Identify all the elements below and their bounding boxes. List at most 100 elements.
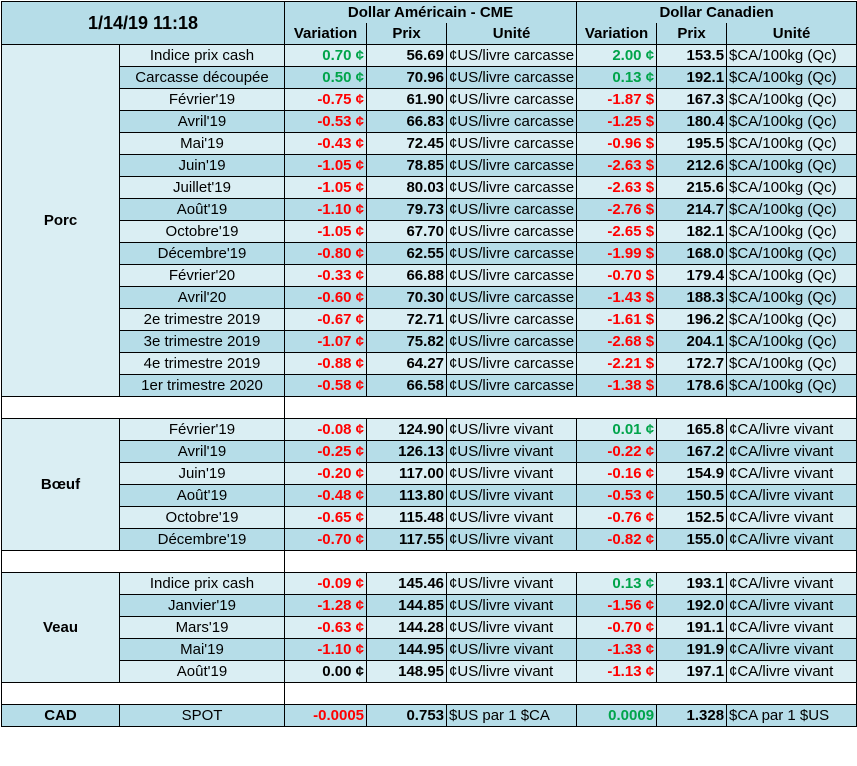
contract-label: 4e trimestre 2019 bbox=[118, 352, 286, 375]
category-label: Porc bbox=[1, 44, 120, 397]
contract-label: Indice prix cash bbox=[118, 572, 286, 595]
cad-price: 153.5 bbox=[656, 44, 728, 67]
usd-variation: -1.05 ¢ bbox=[284, 154, 368, 177]
cad-unit: ¢CA/livre vivant bbox=[726, 594, 857, 617]
usd-price: 117.55 bbox=[366, 528, 448, 551]
cad-variation: 0.13 ¢ bbox=[576, 66, 658, 89]
cad-variation: -0.16 ¢ bbox=[576, 462, 658, 485]
cad-unit: ¢CA/livre vivant bbox=[726, 462, 857, 485]
cad-unit: $CA/100kg (Qc) bbox=[726, 352, 857, 375]
cad-variation: 0.01 ¢ bbox=[576, 418, 658, 441]
usd-variation: -1.05 ¢ bbox=[284, 220, 368, 243]
contract-label: 2e trimestre 2019 bbox=[118, 308, 286, 331]
cad-price: 196.2 bbox=[656, 308, 728, 331]
usd-variation: 0.50 ¢ bbox=[284, 66, 368, 89]
cad-price: 155.0 bbox=[656, 528, 728, 551]
cad-label: CAD bbox=[1, 704, 120, 727]
cad-variation: -0.70 ¢ bbox=[576, 616, 658, 639]
usd-price: 78.85 bbox=[366, 154, 448, 177]
header-row-columns: Variation Prix Unité Variation Prix Unit… bbox=[2, 23, 857, 45]
cad-variation: -1.25 $ bbox=[576, 110, 658, 133]
cad-unit: $CA/100kg (Qc) bbox=[726, 264, 857, 287]
usd-variation: -0.63 ¢ bbox=[284, 616, 368, 639]
usd-variation: -0.25 ¢ bbox=[284, 440, 368, 463]
usd-variation: -0.88 ¢ bbox=[284, 352, 368, 375]
table-row: Avril'19 -0.53 ¢ 66.83 ¢US/livre carcasse -1… bbox=[2, 110, 857, 133]
usd-variation: -1.10 ¢ bbox=[284, 638, 368, 661]
usd-variation: -0.48 ¢ bbox=[284, 484, 368, 507]
usd-unit: ¢US/livre carcasse bbox=[446, 66, 578, 89]
usd-variation: 0.00 ¢ bbox=[284, 660, 368, 683]
cad-unit: $CA/100kg (Qc) bbox=[726, 330, 857, 353]
cad-price: 195.5 bbox=[656, 132, 728, 155]
table-row: Mai'19 -0.43 ¢ 72.45 ¢US/livre carcasse -0.9… bbox=[2, 132, 857, 155]
contract-label: Indice prix cash bbox=[118, 44, 286, 67]
cad-variation: -2.63 $ bbox=[576, 176, 658, 199]
usd-price: 67.70 bbox=[366, 220, 448, 243]
header-row-groups: 1/14/19 11:18 Dollar Américain - CME Dol… bbox=[0, 1, 857, 45]
spacer-cell-left bbox=[0, 682, 286, 705]
table-row: Carcasse découpée 0.50 ¢ 70.96 ¢US/livre ca… bbox=[2, 66, 857, 89]
cad-price: 204.1 bbox=[656, 330, 728, 353]
contract-label: Juin'19 bbox=[118, 462, 286, 485]
cad-variation: -1.33 ¢ bbox=[576, 638, 658, 661]
cad-unit: $CA/100kg (Qc) bbox=[726, 374, 857, 397]
category-label: Veau bbox=[1, 572, 120, 683]
usd-variation: -0.80 ¢ bbox=[284, 242, 368, 265]
cad-unit: ¢CA/livre vivant bbox=[726, 616, 857, 639]
cad-unit: $CA/100kg (Qc) bbox=[726, 286, 857, 309]
cad-unit: $CA/100kg (Qc) bbox=[726, 44, 857, 67]
cad-variation: -0.82 ¢ bbox=[576, 528, 658, 551]
cad-variation: -1.87 $ bbox=[576, 88, 658, 111]
contract-label: Mai'19 bbox=[118, 638, 286, 661]
cad-price: 191.9 bbox=[656, 638, 728, 661]
cad-unit: ¢CA/livre vivant bbox=[726, 638, 857, 661]
usd-variation: -0.43 ¢ bbox=[284, 132, 368, 155]
contract-label: Octobre'19 bbox=[118, 220, 286, 243]
usd-unit: ¢US/livre vivant bbox=[446, 528, 578, 551]
cad-price: 150.5 bbox=[656, 484, 728, 507]
usd-variation: 0.70 ¢ bbox=[284, 44, 368, 67]
timestamp: 1/14/19 11:18 bbox=[0, 1, 286, 45]
usd-unit: ¢US/livre carcasse bbox=[446, 330, 578, 353]
usd-variation: -0.60 ¢ bbox=[284, 286, 368, 309]
cad-price: 165.8 bbox=[656, 418, 728, 441]
table-row: Juin'19 -1.05 ¢ 78.85 ¢US/livre carcasse -2.… bbox=[2, 154, 857, 177]
usd-unit: ¢US/livre carcasse bbox=[446, 264, 578, 287]
cad-variation: -1.13 ¢ bbox=[576, 660, 658, 683]
usd-unit: ¢US/livre carcasse bbox=[446, 374, 578, 397]
cad-spot-row: CAD SPOT -0.0005 0.753 $US par 1 $CA 0.0009 1.… bbox=[1, 704, 857, 727]
contract-label: Février'20 bbox=[118, 264, 286, 287]
table-row: Février'19 -0.75 ¢ 61.90 ¢US/livre carcasse… bbox=[2, 88, 857, 111]
contract-label: Août'19 bbox=[118, 484, 286, 507]
usd-price: 79.73 bbox=[366, 198, 448, 221]
table-row: Juin'19 -0.20 ¢ 117.00 ¢US/livre vivant -0.1… bbox=[2, 462, 857, 485]
cad-variation: -0.96 $ bbox=[576, 132, 658, 155]
usd-price: 64.27 bbox=[366, 352, 448, 375]
cad-variation: -1.99 $ bbox=[576, 242, 658, 265]
spacer-cell-left bbox=[0, 550, 286, 573]
spot-label: SPOT bbox=[118, 704, 286, 727]
contract-label: Mai'19 bbox=[118, 132, 286, 155]
cad-price: 182.1 bbox=[656, 220, 728, 243]
usd-unit: ¢US/livre carcasse bbox=[446, 132, 578, 155]
usd-unit: ¢US/livre carcasse bbox=[446, 198, 578, 221]
spacer-cell-right bbox=[284, 550, 857, 573]
spacer-cell-right bbox=[284, 396, 857, 419]
usd-unit: ¢US/livre carcasse bbox=[446, 88, 578, 111]
table-row: 3e trimestre 2019 -1.07 ¢ 75.82 ¢US/livre c… bbox=[2, 330, 857, 353]
usd-unit: ¢US/livre vivant bbox=[446, 638, 578, 661]
cad-price: 188.3 bbox=[656, 286, 728, 309]
usd-unit: ¢US/livre carcasse bbox=[446, 110, 578, 133]
table-row: Octobre'19 -1.05 ¢ 67.70 ¢US/livre carcasse… bbox=[2, 220, 857, 243]
market-prices-table: 1/14/19 11:18 Dollar Américain - CME Dol… bbox=[0, 1, 857, 727]
cad-unit: ¢CA/livre vivant bbox=[726, 484, 857, 507]
table-row: Décembre'19 -0.80 ¢ 62.55 ¢US/livre carcass… bbox=[2, 242, 857, 265]
usd-unit-header: Unité bbox=[446, 23, 578, 45]
usd-unit: ¢US/livre vivant bbox=[446, 418, 578, 441]
table-row: Mai'19 -1.10 ¢ 144.95 ¢US/livre vivant -1.33… bbox=[2, 638, 857, 661]
usd-unit: ¢US/livre carcasse bbox=[446, 352, 578, 375]
contract-label: Juillet'19 bbox=[118, 176, 286, 199]
usd-unit: ¢US/livre vivant bbox=[446, 616, 578, 639]
cad-variation: -0.22 ¢ bbox=[576, 440, 658, 463]
